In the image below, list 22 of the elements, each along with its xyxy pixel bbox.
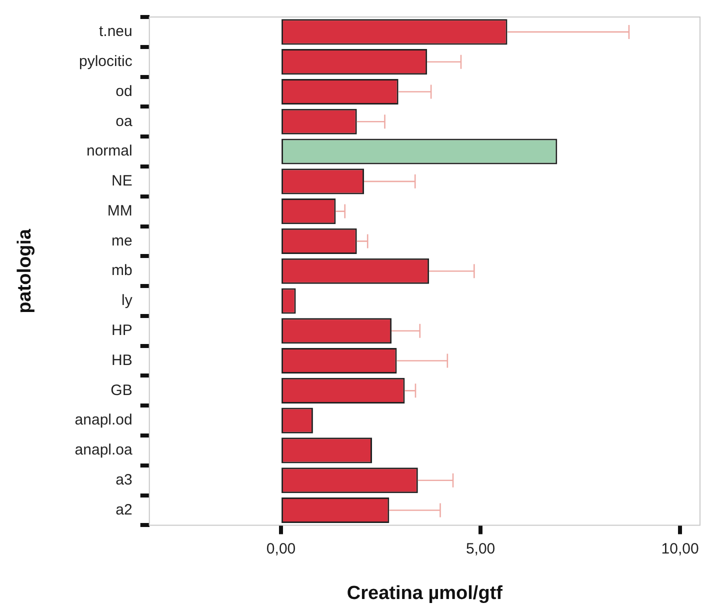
x-tick-label: 5,00	[466, 540, 496, 558]
y-tick-label: HB	[112, 352, 132, 369]
y-tick-label: MM	[107, 202, 132, 220]
y-tick-label: NE	[112, 172, 132, 190]
y-tick-label: oa	[116, 112, 134, 130]
y-tick-label: a3	[116, 472, 132, 488]
y-axis-title: patologia	[14, 228, 36, 314]
y-tick-label: mb	[112, 262, 132, 280]
y-tick-label: anapl.oa	[74, 442, 134, 459]
x-tick-label: 10,00	[661, 540, 699, 558]
y-tick-label: anapl.od	[74, 412, 132, 429]
x-tick-label: 0,00	[266, 540, 296, 558]
y-tick-label: t.neu	[98, 23, 132, 40]
x-axis-title: Creatina µmol/gtf	[346, 582, 504, 604]
y-tick-label: pylocitic	[78, 52, 133, 70]
y-tick-label: normal	[86, 142, 132, 160]
y-tick-label: a2	[116, 501, 132, 518]
y-tick-label: HP	[112, 322, 132, 340]
y-tick-label: od	[116, 82, 132, 100]
y-tick-label: me	[112, 232, 132, 250]
y-tick-label: ly	[122, 292, 133, 310]
y-tick-label: GB	[110, 382, 132, 399]
